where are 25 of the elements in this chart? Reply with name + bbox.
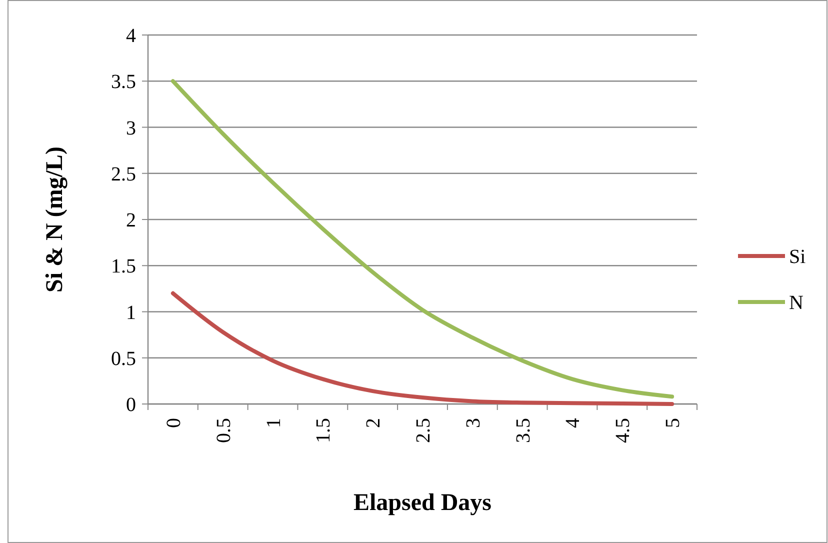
x-tick-label: 4	[562, 418, 584, 428]
x-tick-label: 1.5	[312, 418, 335, 443]
y-tick-label: 2.5	[111, 163, 136, 186]
x-tick-label: 0.5	[212, 418, 235, 443]
x-tick-label: 0	[162, 418, 185, 428]
y-tick-label: 4	[126, 25, 136, 47]
y-tick-label: 3	[126, 117, 136, 140]
y-axis-title: Si & N (mg/L)	[42, 146, 68, 292]
legend-label: N	[789, 292, 804, 314]
y-tick-label: 0.5	[111, 348, 136, 370]
x-tick-label: 3	[462, 418, 484, 428]
legend-label: Si	[789, 246, 806, 268]
x-tick-label: 2.5	[412, 418, 434, 443]
x-tick-label: 5	[662, 418, 684, 428]
x-tick-label: 2	[362, 418, 385, 428]
x-tick-label: 4.5	[612, 418, 634, 443]
y-tick-label: 2	[126, 210, 136, 232]
x-axis-title: Elapsed Days	[353, 490, 492, 516]
x-tick-label: 1	[262, 418, 285, 428]
line-series	[170, 291, 674, 406]
y-tick-label: 1	[126, 302, 136, 324]
x-tick-label: 3.5	[512, 418, 534, 443]
line-series	[170, 79, 674, 399]
y-tick-label: 1.5	[111, 256, 136, 278]
y-tick-label: 3.5	[111, 71, 136, 94]
